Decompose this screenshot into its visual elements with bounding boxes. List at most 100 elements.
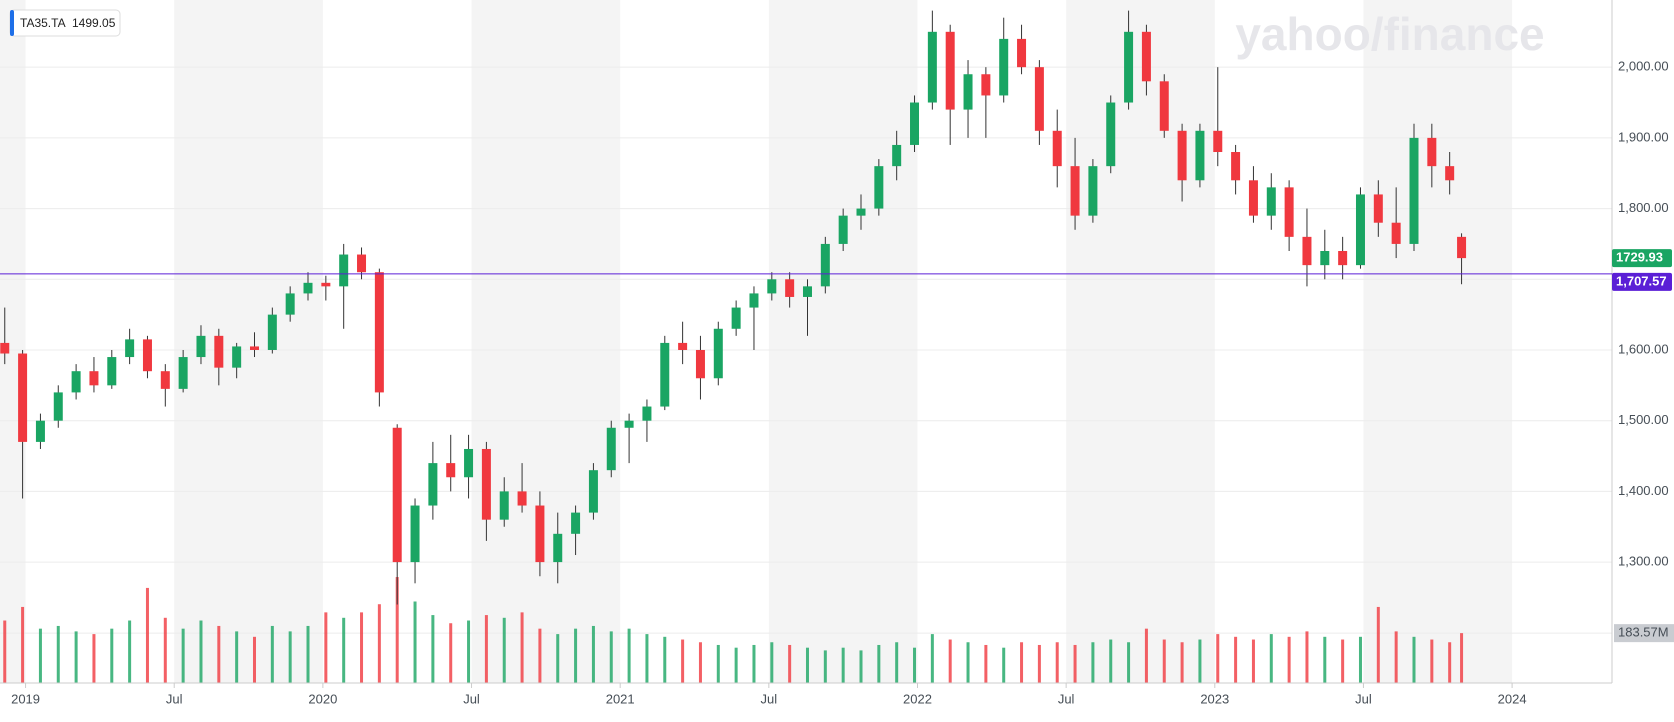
candle-body: [410, 505, 420, 563]
volume-bar: [1073, 644, 1077, 683]
candle-body: [71, 371, 81, 393]
volume-bar: [538, 628, 542, 683]
volume-bar: [1323, 636, 1327, 683]
volume-bar: [1144, 628, 1148, 683]
volume-bar: [1460, 633, 1464, 683]
volume-bar: [21, 606, 25, 683]
volume-bar: [1091, 642, 1095, 683]
candle-body: [1391, 222, 1401, 244]
volume-bar: [395, 577, 399, 683]
candle-body: [267, 314, 277, 350]
candle-body: [624, 420, 634, 428]
band: [768, 0, 918, 683]
volume-bar: [1055, 642, 1059, 683]
candle-body: [1070, 166, 1080, 216]
candle-body: [53, 392, 63, 421]
candle-body: [856, 208, 866, 216]
candle-body: [1302, 236, 1312, 266]
band: [1066, 0, 1215, 683]
candle-body: [392, 427, 402, 563]
candle-body: [232, 346, 242, 368]
volume-bar: [698, 642, 702, 683]
volume-bar: [1162, 639, 1166, 683]
candle-body: [999, 38, 1009, 96]
candles: [0, 10, 1467, 605]
volume-bar: [966, 642, 970, 683]
candle-body: [606, 427, 616, 471]
volume-bar: [252, 636, 256, 683]
volume-bar: [163, 617, 167, 683]
candle-body: [481, 448, 491, 520]
volume-bar: [199, 620, 203, 683]
volume-bar: [1305, 631, 1309, 683]
volume-bar: [716, 644, 720, 683]
volume-bar: [181, 628, 185, 683]
candle-body: [767, 279, 777, 294]
volume-bar: [449, 623, 453, 683]
candle-body: [1034, 67, 1044, 131]
x-tick-label: 2021: [606, 691, 635, 706]
volume-bar: [1002, 647, 1006, 683]
candle-body: [910, 102, 920, 145]
y-tick-label: 1,300.00: [1618, 554, 1669, 569]
x-tick-label: Jul: [1058, 691, 1075, 706]
candle-body: [802, 286, 812, 297]
volume-bar: [467, 620, 471, 683]
price-line-label: 1,707.57: [1616, 273, 1667, 288]
y-tick-label: 1,900.00: [1618, 129, 1669, 144]
volume-bar: [38, 628, 42, 683]
symbol: TA35.TA: [20, 16, 66, 30]
volume-bar: [841, 647, 845, 683]
volume-bar: [1037, 644, 1041, 683]
candle-body: [446, 463, 456, 478]
y-tick-label: 1,800.00: [1618, 200, 1669, 215]
last-close-box: [1612, 249, 1672, 268]
volume-bar: [556, 634, 560, 683]
candle-body: [588, 470, 598, 513]
volume-bar: [1394, 631, 1398, 683]
candle-body: [1320, 250, 1330, 266]
candle-body: [0, 342, 10, 354]
background-bands: [0, 0, 1513, 683]
price-line-box: [1612, 272, 1672, 291]
x-tick-label: 2024: [1498, 691, 1527, 706]
volume-bar: [1358, 636, 1362, 683]
candle-body: [464, 448, 474, 478]
candle-body: [1457, 236, 1467, 259]
volume-bar: [734, 647, 738, 683]
volume-bar: [627, 628, 631, 683]
volume-bar: [1412, 636, 1416, 683]
volume-bar: [377, 604, 381, 683]
volume-bar: [431, 615, 435, 683]
candle-body: [1248, 180, 1258, 216]
volume-bar: [1109, 639, 1113, 683]
candle-body: [660, 342, 670, 407]
band: [0, 0, 26, 683]
candle-body: [1427, 137, 1437, 167]
x-tick-label: Jul: [761, 691, 778, 706]
candle-body: [89, 371, 99, 386]
band: [471, 0, 621, 683]
candle-body: [196, 335, 206, 358]
volume-bar: [110, 628, 114, 683]
candle-body: [1088, 166, 1098, 216]
volume-bar: [1180, 642, 1184, 683]
volume-bar: [520, 612, 524, 683]
candle-body: [1017, 38, 1027, 68]
candle-body: [374, 272, 384, 393]
volume-bar: [770, 642, 774, 683]
legend-box[interactable]: TA35.TA 1499.05: [9, 9, 121, 37]
candle-body: [713, 328, 723, 379]
volume-bar: [574, 628, 578, 683]
volume-bar: [948, 639, 952, 683]
candle-body: [1177, 130, 1187, 181]
candle-body: [1338, 250, 1348, 266]
volume-bar: [663, 636, 667, 683]
volume-bar: [984, 644, 988, 683]
volume-bar: [1020, 642, 1024, 683]
candle-body: [339, 254, 349, 287]
volume-bar: [752, 644, 756, 683]
volume-bar: [1234, 636, 1238, 683]
volume-bar: [288, 631, 292, 683]
